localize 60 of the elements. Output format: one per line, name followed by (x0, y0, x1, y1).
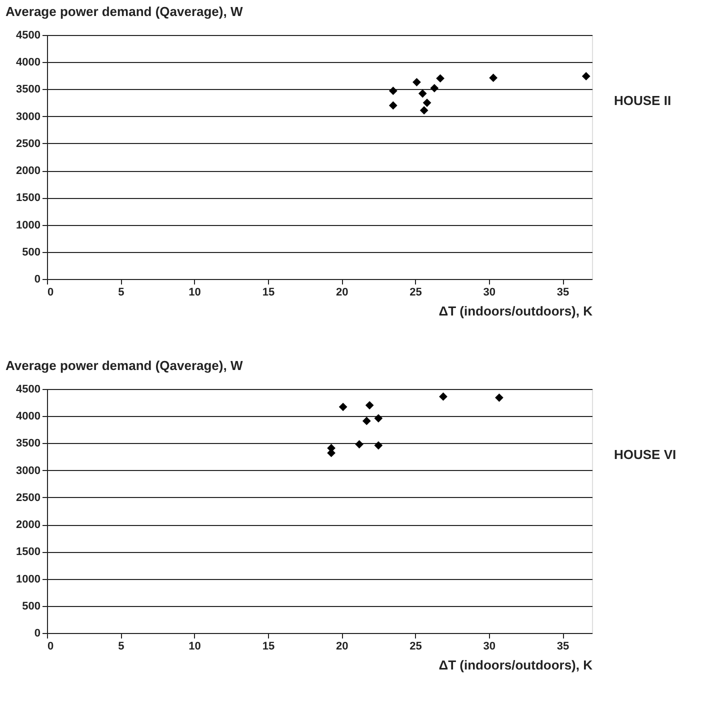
y-axis-title: Average power demand (Qaverage), W (6, 358, 244, 373)
point (355, 440, 364, 448)
y-tick-label: 500 (22, 246, 40, 258)
x-tick-label: 0 (48, 286, 54, 298)
point (374, 441, 383, 450)
y-tick-label: 1500 (16, 192, 40, 204)
y-tick-label: 1500 (16, 546, 40, 558)
y-tick-label: 0 (34, 274, 40, 286)
point (582, 72, 590, 80)
x-tick-label: 5 (118, 286, 124, 298)
text: HOUSE VI (614, 446, 676, 462)
y-tick-label: 3000 (16, 464, 40, 477)
x-tick-label: 20 (336, 640, 348, 652)
point (436, 74, 444, 83)
x-tick-label: 15 (262, 640, 275, 652)
point (374, 414, 383, 422)
point (418, 89, 427, 98)
x-tick-label: 5 (118, 640, 124, 652)
point (388, 86, 398, 96)
y-tick-label: 500 (22, 600, 40, 612)
x-tick-label: 15 (262, 286, 275, 298)
y-tick-label: 4500 (16, 384, 40, 396)
point (365, 401, 374, 410)
x-tick-label: 35 (556, 286, 570, 298)
x-tick-label: 30 (483, 640, 496, 652)
y-tick-label: 4500 (16, 30, 40, 42)
x-tick-label: 25 (410, 640, 422, 652)
x-tick-label: 0 (48, 640, 54, 652)
y-tick-label: 1000 (16, 219, 40, 232)
point (412, 78, 421, 86)
y-tick-label: 2000 (16, 519, 40, 532)
x-tick-label: 10 (188, 286, 201, 298)
x-axis-title: ΔT (indoors/outdoors), K (438, 658, 594, 672)
point (422, 98, 432, 107)
y-tick-label: 2500 (16, 138, 40, 150)
point (420, 106, 428, 115)
y-tick-label: 3000 (16, 110, 40, 123)
point (439, 392, 448, 401)
point (430, 84, 439, 92)
y-axis-title: Average power demand (Qaverage), W (6, 4, 244, 19)
y-tick-label: 2000 (16, 165, 40, 178)
point (362, 416, 371, 426)
y-tick-label: 3500 (16, 438, 40, 450)
y-tick-label: 0 (34, 628, 40, 640)
point (489, 74, 498, 82)
point (388, 101, 398, 110)
x-axis-title: ΔT (indoors/outdoors), K (438, 304, 594, 318)
text: HOUSE II (614, 92, 672, 108)
x-tick-label: 30 (483, 286, 496, 298)
y-tick-label: 1000 (16, 573, 40, 586)
x-tick-label: 20 (336, 286, 348, 298)
y-tick-label: 2500 (16, 492, 40, 504)
x-tick-label: 35 (556, 640, 570, 652)
y-tick-label: 3500 (16, 84, 40, 96)
x-tick-label: 10 (188, 640, 201, 652)
point (495, 393, 504, 402)
y-tick-label: 4000 (16, 56, 40, 69)
point (338, 402, 348, 412)
x-tick-label: 25 (410, 286, 422, 298)
y-tick-label: 4000 (16, 410, 40, 423)
